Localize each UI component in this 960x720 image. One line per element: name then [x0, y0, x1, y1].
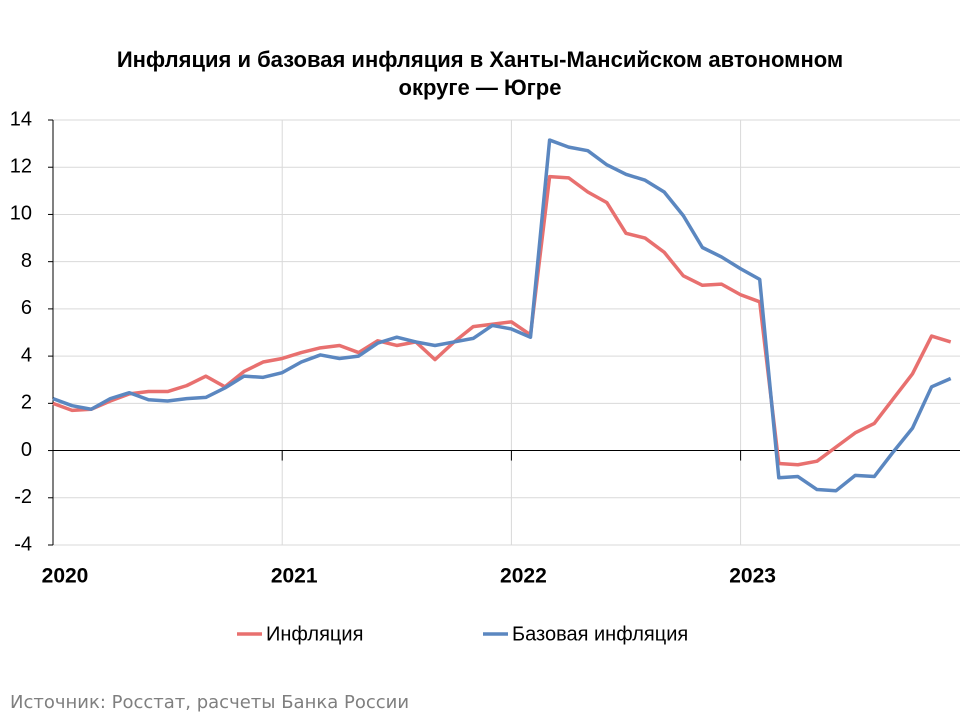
series-line	[52, 174, 952, 467]
y-tick-label: 14	[10, 108, 32, 130]
legend-label: Базовая инфляция	[512, 623, 688, 645]
legend-label: Инфляция	[266, 623, 363, 645]
y-tick-label: 12	[10, 156, 32, 178]
x-tick-label: 2020	[42, 565, 89, 588]
x-tick-label: 2022	[500, 565, 547, 588]
y-tick-label: -2	[14, 486, 32, 508]
source-note: Источник: Росстат, расчеты Банка России	[10, 692, 410, 713]
y-tick-label: 0	[21, 439, 32, 461]
y-tick-label: 6	[21, 297, 32, 319]
chart: -4 -2 0 2 4 6 8 10 12 14 2020 2021 2022 2023 Инфляция Б…	[10, 108, 960, 645]
chart-title: Инфляция и базовая инфляция в Ханты-Манс…	[116, 47, 844, 100]
x-tick-label: 2023	[729, 565, 776, 588]
y-tick-label: -4	[14, 533, 32, 555]
y-tick-label: 8	[21, 250, 32, 272]
series-line	[52, 138, 952, 493]
y-tick-label: 10	[10, 203, 32, 225]
y-tick-label: 4	[21, 344, 32, 366]
y-tick-label: 2	[21, 392, 32, 414]
x-tick-label: 2021	[271, 565, 318, 588]
